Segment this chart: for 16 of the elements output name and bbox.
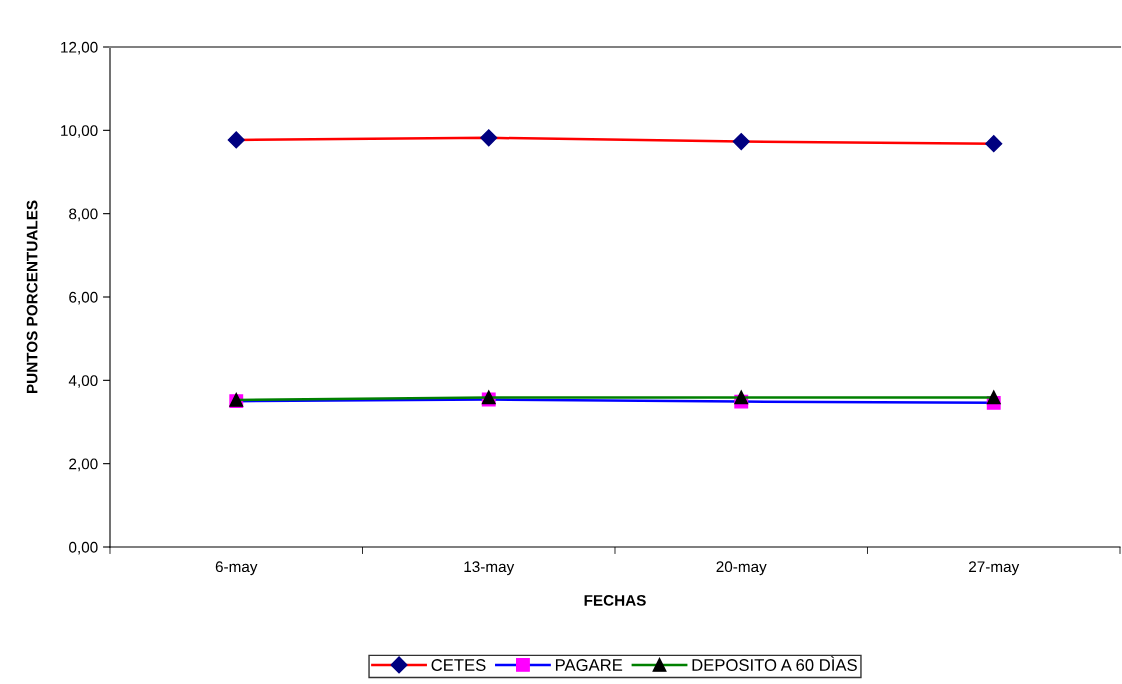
x-tick-label: 27-may — [969, 561, 1020, 576]
y-tick-label: 10,00 — [61, 125, 98, 138]
legend-label: CETES — [431, 659, 486, 671]
y-tick-label: 8,00 — [69, 208, 98, 222]
x-axis-title: FECHAS — [584, 594, 646, 606]
y-tick-label: 4,00 — [68, 375, 98, 388]
y-axis-title: PUNTOS PORCENTUALES — [26, 200, 38, 394]
x-tick-label: 20-may — [716, 561, 767, 576]
y-tick-label: 12,00 — [61, 41, 98, 55]
legend-label: DEPOSITO A 60 DÌAS — [692, 656, 857, 671]
y-tick-label: 2,00 — [69, 458, 98, 472]
y-tick-label: 6,00 — [69, 291, 98, 305]
x-tick-label: 13-may — [464, 561, 515, 576]
x-tick-label: 6-may — [215, 561, 258, 576]
legend-label: PAGARE — [555, 659, 623, 671]
y-tick-label: 0,00 — [69, 541, 98, 555]
